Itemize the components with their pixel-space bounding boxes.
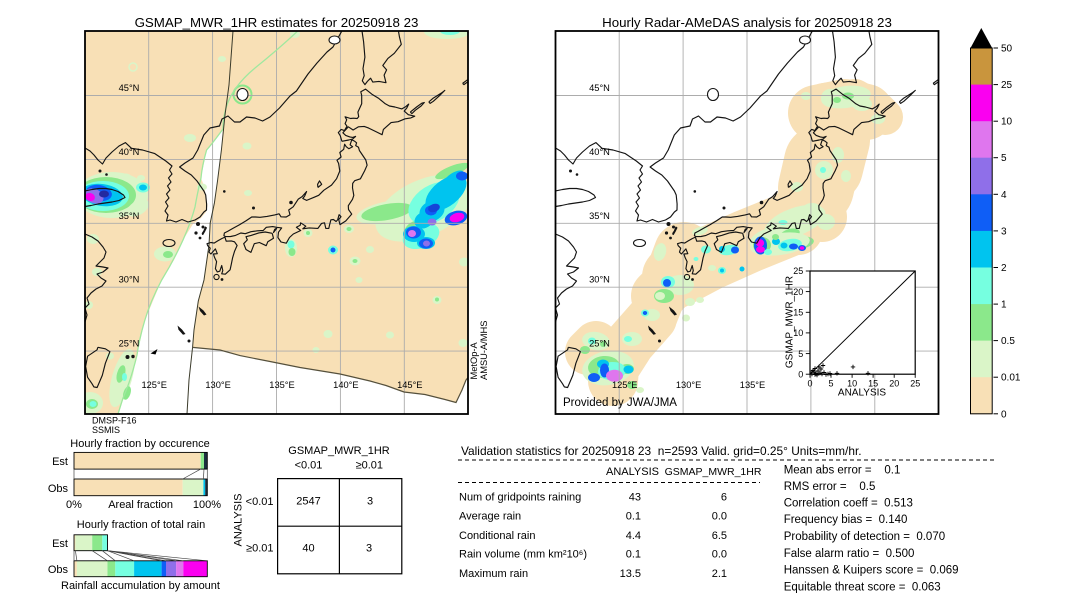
svg-text:Correlation coeff = 0.513: Correlation coeff = 0.513: [784, 498, 913, 510]
svg-text:25: 25: [793, 266, 803, 276]
svg-text:≥0.01: ≥0.01: [356, 460, 383, 472]
svg-text:125°E: 125°E: [612, 380, 637, 390]
svg-text:<0.01: <0.01: [295, 460, 323, 472]
svg-text:40: 40: [302, 543, 314, 555]
svg-text:25: 25: [910, 379, 920, 389]
svg-text:30°N: 30°N: [589, 275, 610, 285]
svg-text:130°E: 130°E: [676, 380, 701, 390]
svg-text:Obs: Obs: [48, 564, 69, 576]
svg-text:20: 20: [793, 287, 803, 297]
svg-text:Hanssen & Kuipers score = 0.0: Hanssen & Kuipers score = 0.069: [784, 565, 959, 577]
svg-text:Maximum rain: Maximum rain: [459, 568, 528, 580]
svg-text:0.0: 0.0: [712, 549, 727, 561]
svg-text:4.4: 4.4: [626, 530, 641, 542]
svg-text:Est: Est: [52, 538, 68, 550]
svg-text:GSMAP_MWR_1HR: GSMAP_MWR_1HR: [785, 276, 796, 368]
svg-text:GSMAP_MWR_1HR: GSMAP_MWR_1HR: [665, 466, 762, 478]
svg-text:100%: 100%: [193, 499, 221, 511]
svg-text:Provided by JWA/JMA: Provided by JWA/JMA: [563, 397, 677, 409]
svg-text:Mean abs error = 0.1: Mean abs error = 0.1: [784, 465, 901, 477]
svg-text:ANALYSIS: ANALYSIS: [838, 388, 886, 399]
svg-text:GSMAP_MWR_1HR estimates for 20: GSMAP_MWR_1HR estimates for 20250918 23: [135, 15, 419, 30]
svg-text:0: 0: [1001, 409, 1007, 420]
svg-text:135°E: 135°E: [740, 380, 765, 390]
svg-text:40°N: 40°N: [119, 147, 140, 157]
svg-text:20: 20: [889, 379, 899, 389]
svg-text:Conditional rain: Conditional rain: [459, 530, 535, 542]
svg-text:Probability of detection = 0.: Probability of detection = 0.070: [784, 531, 945, 543]
svg-text:3: 3: [1001, 226, 1007, 237]
svg-text:Average rain: Average rain: [459, 511, 521, 523]
svg-text:6.5: 6.5: [712, 530, 727, 542]
svg-text:Hourly fraction by occurence: Hourly fraction by occurence: [70, 438, 209, 450]
svg-text:50: 50: [1001, 44, 1013, 55]
svg-text:2: 2: [1001, 263, 1007, 274]
svg-text:3: 3: [366, 543, 372, 555]
svg-text:3: 3: [367, 496, 373, 508]
svg-text:15: 15: [868, 379, 878, 389]
svg-text:0.5: 0.5: [1001, 336, 1015, 347]
svg-text:43: 43: [629, 492, 641, 504]
svg-text:≥0.01: ≥0.01: [246, 543, 273, 555]
svg-text:ANALYSIS: ANALYSIS: [233, 494, 245, 547]
svg-text:30°N: 30°N: [119, 275, 140, 285]
svg-text:5: 5: [1001, 153, 1007, 164]
svg-text:Frequency bias = 0.140: Frequency bias = 0.140: [784, 514, 908, 526]
svg-text:4: 4: [1001, 190, 1007, 201]
svg-text:<0.01: <0.01: [246, 496, 274, 508]
svg-text:13.5: 13.5: [620, 568, 641, 580]
svg-text:0%: 0%: [66, 499, 82, 511]
svg-text:Hourly fraction of total rain: Hourly fraction of total rain: [77, 519, 205, 531]
svg-text:AMSU-A/MHS: AMSU-A/MHS: [479, 321, 489, 380]
svg-text:False alarm ratio = 0.500: False alarm ratio = 0.500: [784, 548, 915, 560]
svg-text:Num of gridpoints raining: Num of gridpoints raining: [459, 492, 581, 504]
svg-text:Obs: Obs: [48, 483, 69, 495]
svg-text:Areal fraction: Areal fraction: [108, 499, 173, 511]
svg-text:2.1: 2.1: [712, 568, 727, 580]
svg-text:0.1: 0.1: [626, 511, 641, 523]
svg-text:DMSP-F16: DMSP-F16: [92, 416, 137, 426]
svg-text:125°E: 125°E: [141, 380, 166, 390]
svg-text:15: 15: [793, 308, 803, 318]
svg-text:GSMAP_MWR_1HR: GSMAP_MWR_1HR: [288, 445, 390, 457]
svg-text:35°N: 35°N: [119, 211, 140, 221]
svg-text:10: 10: [793, 328, 803, 338]
svg-text:0.0: 0.0: [712, 511, 727, 523]
svg-text:Est: Est: [52, 456, 68, 468]
svg-text:0.1: 0.1: [626, 549, 641, 561]
svg-text:ANALYSIS: ANALYSIS: [606, 466, 659, 478]
svg-text:25°N: 25°N: [119, 339, 140, 349]
svg-text:Validation statistics for 2025: Validation statistics for 20250918 23 n=…: [461, 444, 862, 458]
svg-text:5: 5: [828, 379, 833, 389]
svg-text:MetOp-A: MetOp-A: [469, 342, 479, 380]
svg-text:Equitable threat score = 0.06: Equitable threat score = 0.063: [784, 582, 941, 594]
svg-text:RMS error = 0.5: RMS error = 0.5: [784, 481, 876, 493]
svg-text:Hourly Radar-AMeDAS analysis f: Hourly Radar-AMeDAS analysis for 2025091…: [602, 15, 892, 30]
svg-text:130°E: 130°E: [205, 380, 230, 390]
svg-text:135°E: 135°E: [269, 380, 294, 390]
svg-text:1: 1: [1001, 300, 1007, 311]
svg-text:45°N: 45°N: [119, 83, 140, 93]
svg-text:10: 10: [847, 379, 857, 389]
svg-text:0.01: 0.01: [1001, 373, 1021, 384]
svg-text:0: 0: [798, 369, 803, 379]
svg-text:Rain volume (mm km²10⁶): Rain volume (mm km²10⁶): [459, 549, 587, 561]
svg-text:10: 10: [1001, 117, 1013, 128]
svg-text:5: 5: [798, 349, 803, 359]
svg-text:SSMIS: SSMIS: [92, 425, 120, 435]
svg-text:40°N: 40°N: [589, 147, 610, 157]
svg-text:6: 6: [721, 492, 727, 504]
svg-text:2547: 2547: [296, 496, 320, 508]
svg-text:0: 0: [807, 379, 812, 389]
svg-text:25: 25: [1001, 80, 1013, 91]
svg-text:45°N: 45°N: [589, 83, 610, 93]
svg-text:140°E: 140°E: [333, 380, 358, 390]
svg-text:Rainfall accumulation by amoun: Rainfall accumulation by amount: [61, 580, 220, 592]
svg-text:25°N: 25°N: [589, 339, 610, 349]
svg-text:35°N: 35°N: [589, 211, 610, 221]
svg-text:145°E: 145°E: [397, 380, 422, 390]
